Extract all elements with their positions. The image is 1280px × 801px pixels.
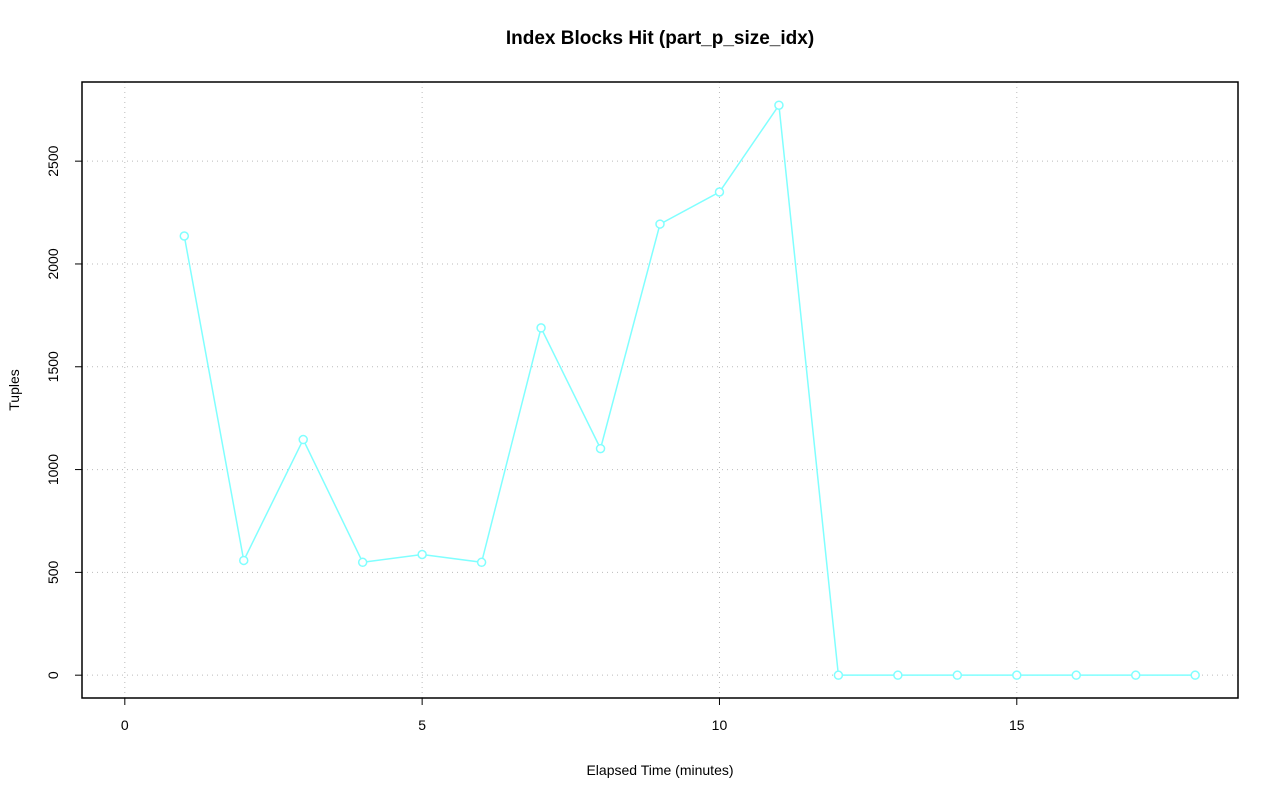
x-tick-label: 15: [1009, 717, 1025, 733]
point: [774, 100, 784, 110]
y-axis-label: Tuples: [6, 369, 22, 411]
point: [893, 670, 903, 680]
line: [183, 103, 1196, 676]
x-tick-label: 5: [418, 717, 426, 733]
y-tick-label: 2000: [45, 248, 61, 279]
point: [595, 443, 606, 454]
y-tick-label: 500: [45, 560, 61, 584]
y-tick-label: 0: [45, 671, 61, 679]
point: [536, 323, 546, 333]
point: [1130, 670, 1141, 680]
point: [714, 187, 725, 197]
point: [179, 231, 190, 241]
y-tick-label: 1000: [45, 454, 61, 485]
point: [1012, 670, 1022, 680]
point: [655, 219, 665, 229]
chart-title: Index Blocks Hit (part_p_size_idx): [506, 28, 814, 49]
y-tick-label: 2500: [45, 145, 61, 176]
x-tick-label: 10: [712, 717, 728, 733]
point: [476, 557, 487, 568]
point: [1190, 670, 1200, 680]
point: [1071, 670, 1082, 680]
point: [238, 555, 249, 566]
plot-frame: [81, 81, 1239, 699]
point: [952, 670, 963, 680]
x-axis-label: Elapsed Time (minutes): [586, 762, 733, 778]
y-tick-label: 1500: [45, 351, 61, 382]
x-tick-label: 0: [121, 717, 129, 733]
point: [298, 434, 308, 445]
point: [357, 557, 368, 568]
point: [417, 549, 427, 560]
point: [833, 670, 844, 680]
